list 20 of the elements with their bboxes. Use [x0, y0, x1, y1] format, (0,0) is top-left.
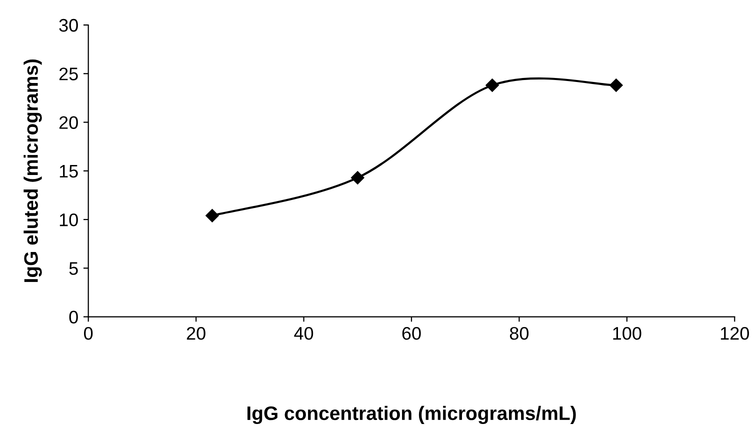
point — [206, 209, 219, 222]
x-tick-label: 80 — [510, 326, 529, 340]
y-tick-label: 10 — [60, 213, 78, 226]
y-axis-title: IgG eluted (micrograms) — [24, 59, 42, 282]
y-tick-label: 0 — [69, 310, 78, 324]
point — [610, 78, 623, 92]
x-tick-label: 120 — [720, 326, 749, 340]
y-tick-label: 25 — [59, 68, 78, 80]
x-axis-title: IgG concentration (micrograms/mL) — [247, 406, 576, 424]
point — [486, 78, 499, 92]
y-tick-label: 30 — [59, 18, 78, 32]
x-tick-label: 20 — [186, 326, 206, 340]
point — [351, 171, 364, 184]
x-tick-label: 100 — [613, 326, 642, 340]
x-tick-label: 40 — [294, 326, 314, 340]
x-tick-label: 0 — [84, 326, 93, 340]
y-tick-label: 5 — [69, 262, 78, 275]
y-tick-label: 15 — [60, 165, 78, 178]
y-tick-label: 20 — [59, 116, 78, 129]
x-tick-label: 60 — [402, 326, 421, 340]
